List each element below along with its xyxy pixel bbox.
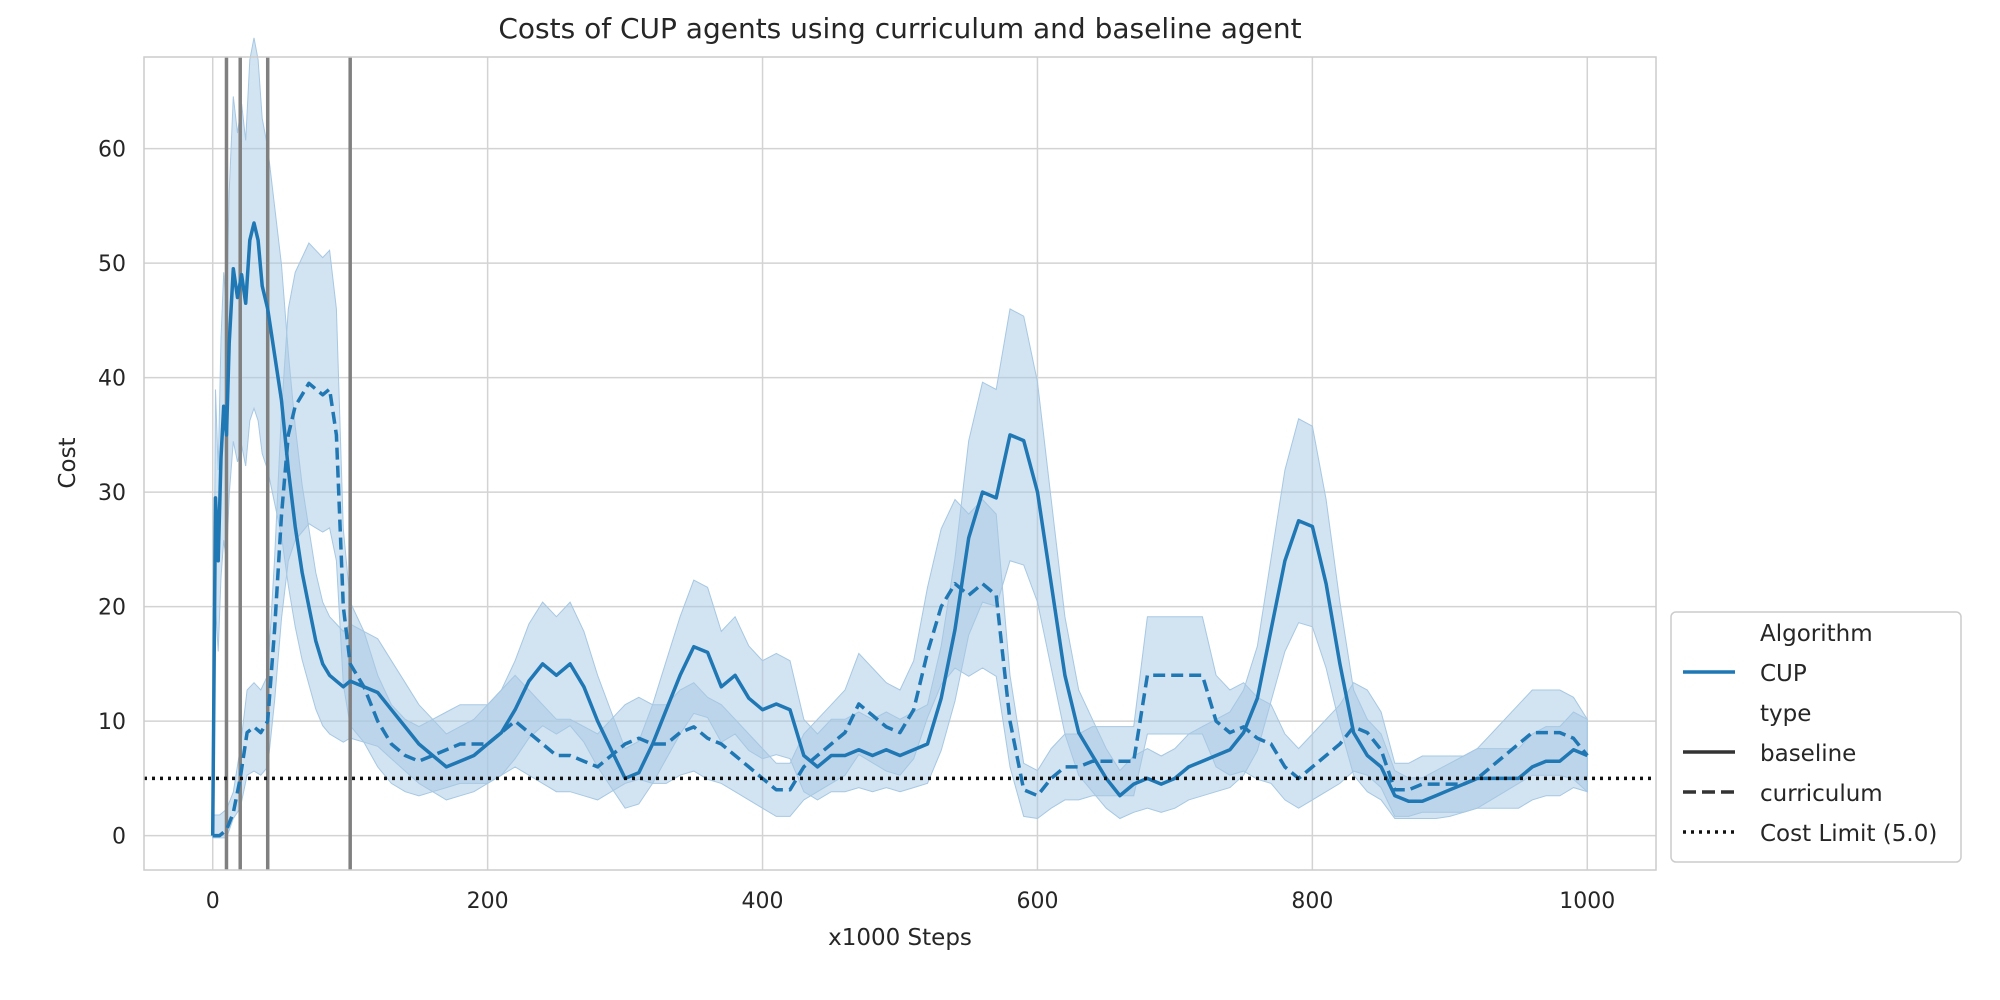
legend-hue-title: Algorithm: [1760, 621, 1873, 647]
confidence-bands: [212, 37, 1588, 839]
x-tick-label: 400: [742, 889, 784, 914]
y-tick-label: 50: [98, 252, 126, 277]
series-lines: [210, 221, 1589, 838]
y-tick-label: 60: [98, 138, 126, 163]
y-tick-label: 10: [98, 710, 126, 735]
legend-entry-cost-limit: Cost Limit (5.0): [1760, 821, 1937, 847]
series-line-curriculum: [212, 381, 1589, 838]
curriculum-stage-lines: [224, 57, 352, 870]
y-tick-label: 30: [98, 481, 126, 506]
y-axis-label: Cost: [55, 437, 81, 488]
y-tick-label: 0: [112, 825, 126, 850]
chart-title: Costs of CUP agents using curriculum and…: [498, 12, 1301, 45]
legend: Algorithm CUP type baseline curriculum C…: [1670, 611, 1962, 863]
legend-style-title: type: [1760, 701, 1811, 727]
y-tick-label: 20: [98, 596, 126, 621]
x-ticks: 0 200 400 600 800 1000: [206, 889, 1616, 914]
y-tick-label: 40: [98, 367, 126, 392]
y-ticks: 0 10 20 30 40 50 60: [98, 138, 126, 850]
x-tick-label: 800: [1291, 889, 1333, 914]
legend-entry-curriculum: curriculum: [1760, 781, 1883, 807]
x-tick-label: 200: [467, 889, 509, 914]
legend-entry-cup: CUP: [1760, 661, 1807, 687]
legend-entry-baseline: baseline: [1760, 741, 1856, 767]
band-curriculum: [212, 242, 1588, 839]
series-line-baseline: [210, 221, 1588, 836]
x-tick-label: 0: [206, 889, 220, 914]
x-axis-label: x1000 Steps: [828, 925, 972, 951]
plot-frame: [143, 56, 1657, 871]
x-tick-label: 1000: [1559, 889, 1615, 914]
x-tick-label: 600: [1016, 889, 1058, 914]
legend-box: [1670, 611, 1962, 863]
